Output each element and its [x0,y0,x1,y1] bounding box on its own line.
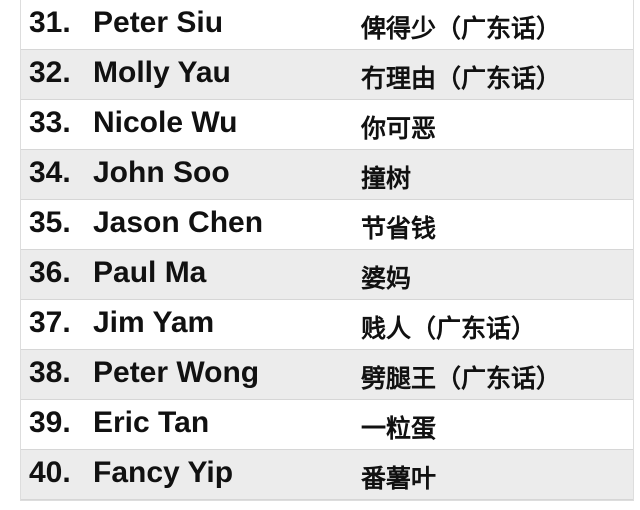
chinese-meaning: 俾得少（广东话） [361,14,562,43]
chinese-meaning: 劈腿王（广东话） [361,364,562,393]
chinese-meaning: 婆妈 [361,264,412,293]
english-name: Nicole Wu [93,106,238,139]
english-name: Peter Wong [93,356,260,389]
table-row: 31. Peter Siu 俾得少（广东话） [21,0,633,50]
row-number: 40. [29,456,71,489]
english-name: Eric Tan [93,406,210,439]
chinese-meaning: 番薯叶 [361,464,437,493]
row-number: 34. [29,156,71,189]
table-row: 39. Eric Tan 一粒蛋 [21,400,633,450]
row-number: 35. [29,206,71,239]
table-row: 35. Jason Chen 节省钱 [21,200,633,250]
chinese-meaning: 一粒蛋 [361,414,437,443]
english-name: Molly Yau [93,56,231,89]
chinese-meaning: 冇理由（广东话） [361,64,562,93]
table-row: 37. Jim Yam 贱人（广东话） [21,300,633,350]
table-row: 34. John Soo 撞树 [21,150,633,200]
row-number: 33. [29,106,71,139]
english-name: Paul Ma [93,256,207,289]
table-row: 40. Fancy Yip 番薯叶 [21,450,633,500]
chinese-meaning: 贱人（广东话） [361,314,537,343]
chinese-meaning: 撞树 [361,164,412,193]
english-name: Jim Yam [93,306,215,339]
chinese-meaning: 节省钱 [361,214,437,243]
chinese-meaning: 你可恶 [361,114,437,143]
names-table: 31. Peter Siu 俾得少（广东话） 32. Molly Yau 冇理由（广东话）… [20,0,634,501]
table-row: 32. Molly Yau 冇理由（广东话） [21,50,633,100]
table-row: 36. Paul Ma 婆妈 [21,250,633,300]
row-number: 36. [29,256,71,289]
table-row: 33. Nicole Wu 你可恶 [21,100,633,150]
table-row: 38. Peter Wong 劈腿王（广东话） [21,350,633,400]
english-name: John Soo [93,156,230,189]
row-number: 31. [29,6,71,39]
row-number: 32. [29,56,71,89]
english-name: Peter Siu [93,6,224,39]
english-name: Fancy Yip [93,456,234,489]
row-number: 37. [29,306,71,339]
row-number: 39. [29,406,71,439]
row-number: 38. [29,356,71,389]
english-name: Jason Chen [93,206,264,239]
